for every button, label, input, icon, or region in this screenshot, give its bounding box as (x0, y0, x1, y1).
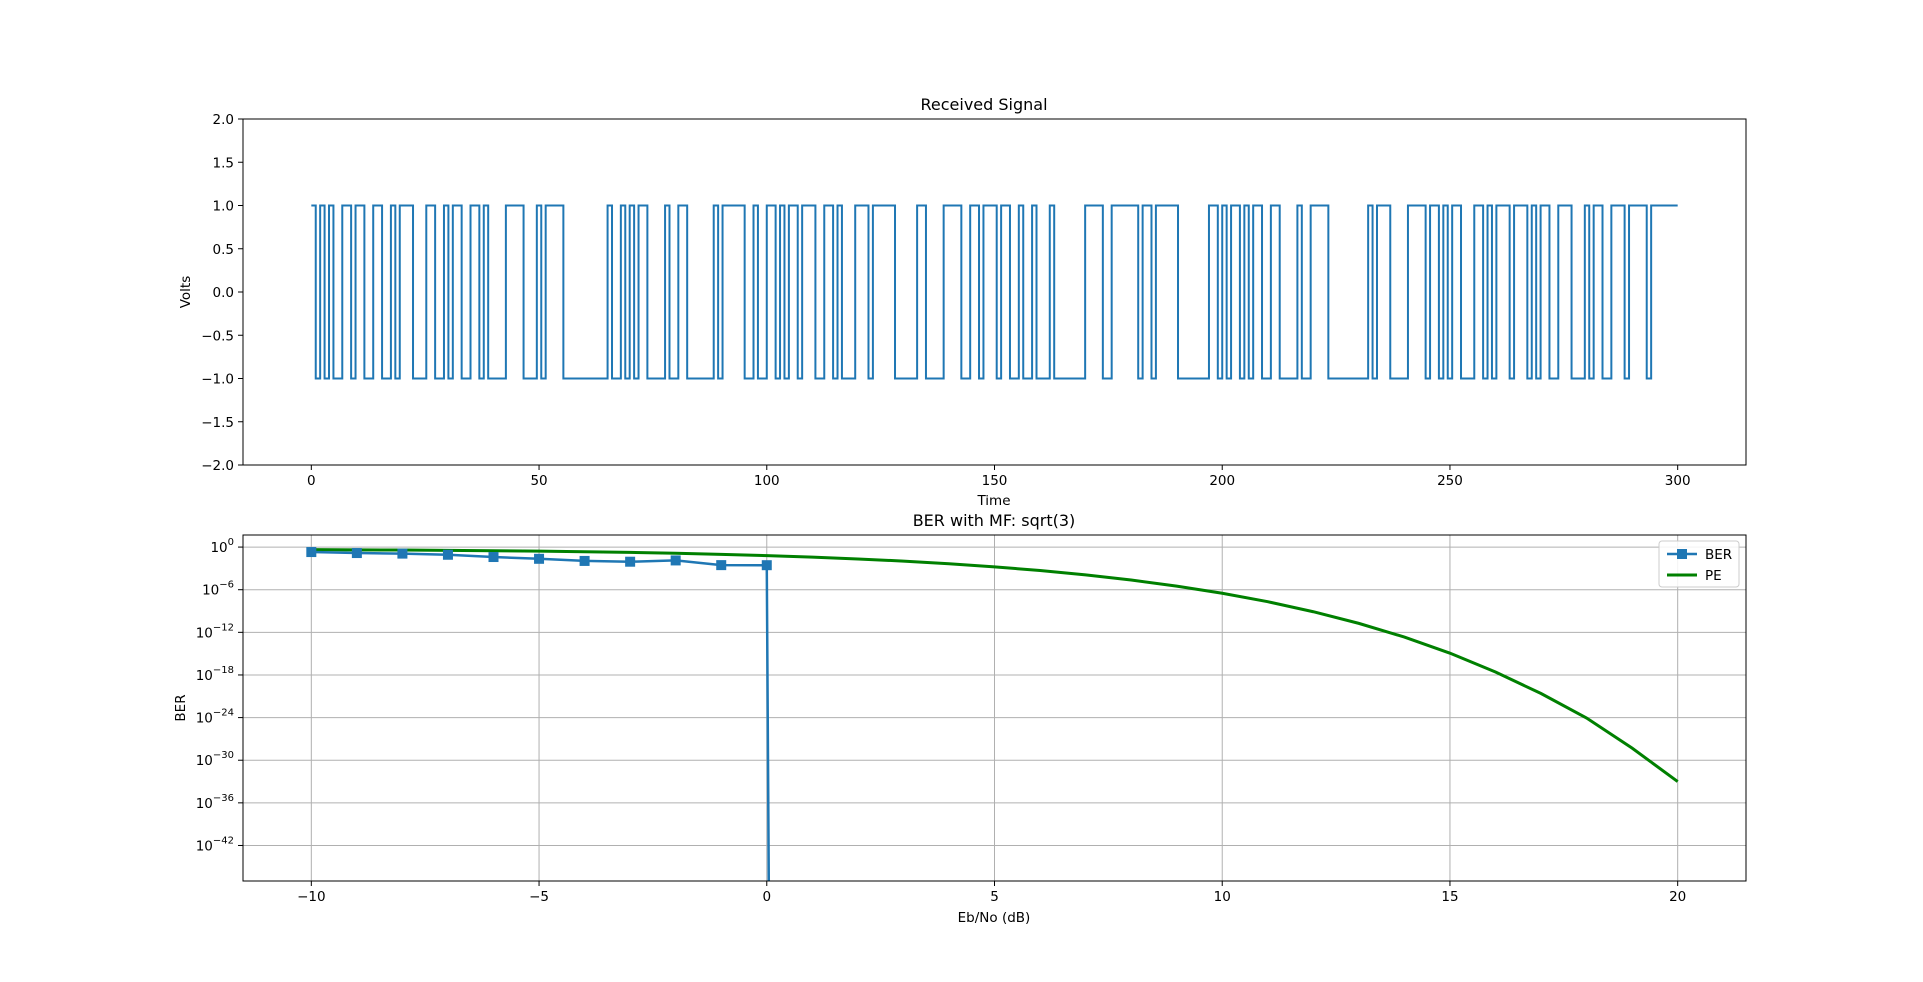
signal-x-axis-label: Time (976, 493, 1010, 509)
legend-ber-marker (1677, 549, 1687, 559)
ber-marker (625, 556, 636, 567)
ber-x-tick-label: 10 (1214, 889, 1231, 905)
signal-x-tick-label: 0 (307, 473, 316, 489)
signal-y-tick-label: −1.5 (201, 415, 234, 431)
legend-pe-label: PE (1705, 568, 1722, 584)
signal-y-axis-label: Volts (178, 276, 194, 309)
legend-ber-label: BER (1705, 547, 1732, 563)
signal-y-tick-label: −0.5 (201, 328, 234, 344)
signal-y-tick-label: −2.0 (201, 458, 234, 474)
signal-chart-frame (242, 118, 1747, 466)
ber-x-tick-label: −10 (297, 889, 326, 905)
signal-x-tick-label: 300 (1665, 473, 1691, 489)
ber-y-tick-label: 10−42 (196, 835, 234, 854)
ber-y-tick-label: 10−12 (196, 622, 234, 641)
ber-chart-grid (243, 535, 1746, 881)
ber-x-tick-label: 5 (990, 889, 999, 905)
ber-legend: BER PE (1658, 540, 1740, 588)
ber-marker (442, 549, 453, 560)
pe-series-line (311, 548, 1679, 783)
signal-y-tick-label: 1.0 (213, 199, 234, 215)
ber-marker (579, 555, 590, 566)
ber-y-tick-label: 10−6 (202, 580, 234, 599)
signal-chart: Received Signal 0 50 100 150 200 250 300 −2.0 −1… (178, 95, 1747, 509)
signal-y-tick-label: 1.5 (213, 155, 234, 171)
ber-y-tick-label: 10−24 (196, 708, 234, 727)
signal-x-tick-label: 200 (1209, 473, 1235, 489)
signal-chart-title: Received Signal (920, 95, 1047, 114)
ber-marker (397, 548, 408, 559)
signal-y-tick-label: −1.0 (201, 372, 234, 388)
signal-x-tick-label: 250 (1437, 473, 1463, 489)
ber-x-tick-label: 20 (1669, 889, 1686, 905)
ber-chart-ticks: −10 −5 0 5 10 15 20 100 10−6 10−12 10−18 10−24 10−30… (196, 537, 1687, 905)
signal-y-tick-label: 2.0 (213, 112, 234, 128)
ber-marker (716, 560, 727, 571)
ber-chart-title: BER with MF: sqrt(3) (913, 511, 1076, 530)
ber-marker (761, 560, 772, 571)
ber-x-tick-label: 15 (1441, 889, 1458, 905)
signal-x-tick-label: 50 (530, 473, 547, 489)
ber-marker (351, 548, 362, 559)
signal-y-tick-label: 0.0 (213, 285, 234, 301)
ber-y-tick-label: 10−18 (196, 665, 234, 684)
ber-y-tick-label: 10−36 (196, 793, 234, 812)
signal-x-tick-label: 100 (754, 473, 780, 489)
signal-y-tick-label: 0.5 (213, 242, 234, 258)
ber-y-tick-label: 100 (210, 537, 234, 556)
ber-series-line (311, 550, 771, 882)
ber-y-axis-label: BER (173, 694, 189, 721)
ber-chart: BER with MF: sqrt(3) −10 −5 0 5 10 15 20 100 10−… (173, 511, 1747, 926)
ber-marker (488, 552, 499, 563)
ber-x-tick-label: −5 (529, 889, 549, 905)
ber-x-axis-label: Eb/No (dB) (958, 910, 1031, 926)
signal-waveform-line (311, 204, 1678, 380)
ber-marker (534, 553, 545, 564)
ber-x-tick-label: 0 (762, 889, 771, 905)
signal-x-tick-label: 150 (982, 473, 1008, 489)
ber-series-markers (306, 547, 772, 571)
ber-y-tick-label: 10−30 (196, 750, 234, 769)
signal-chart-ticks: 0 50 100 150 200 250 300 −2.0 −1.5 −1.0 −0.5 0.0 0.5… (201, 112, 1690, 489)
ber-chart-frame (242, 534, 1747, 882)
ber-marker (670, 555, 681, 566)
ber-marker (306, 547, 317, 558)
